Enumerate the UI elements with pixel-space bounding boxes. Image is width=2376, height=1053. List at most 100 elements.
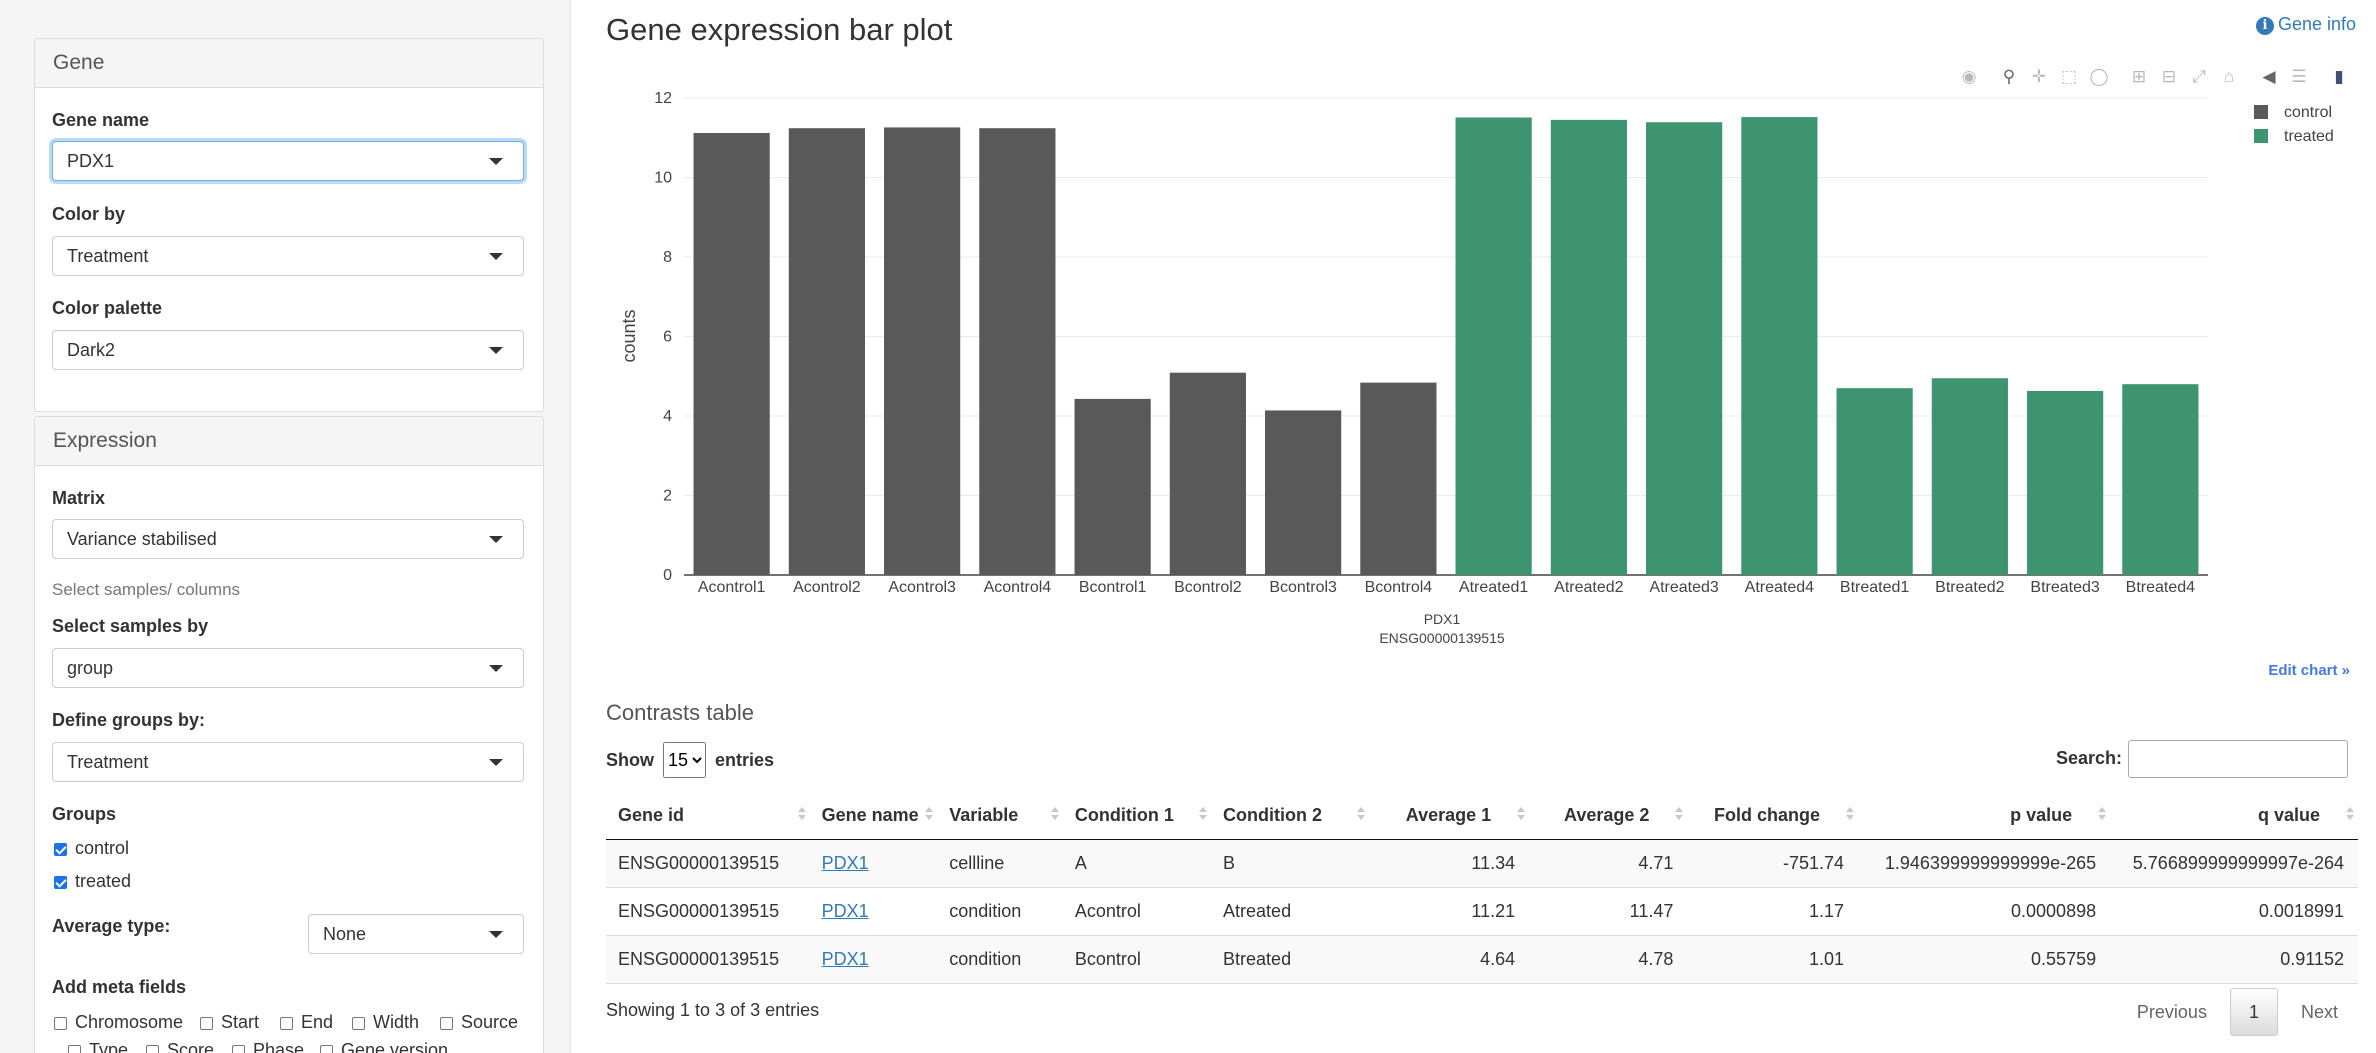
previous-button[interactable]: Previous	[2136, 1002, 2207, 1022]
pagination: Previous 1 Next	[2119, 988, 2356, 1036]
bar-Atreated3[interactable]	[1646, 122, 1723, 575]
gene-name-select[interactable]: PDX1	[52, 141, 524, 181]
x-tick-label: Acontrol3	[888, 579, 956, 596]
x-tick-label: Btreated3	[2030, 579, 2099, 596]
chart-legend[interactable]: control treated	[2254, 104, 2334, 145]
define-groups-value: Treatment	[67, 752, 149, 772]
y-tick-label: 2	[663, 488, 672, 505]
table-cell: B	[1211, 839, 1369, 888]
bar-Bcontrol1[interactable]	[1074, 398, 1151, 575]
column-header[interactable]: Condition 1	[1062, 791, 1212, 840]
meta-checkbox-end[interactable]: End	[280, 1012, 333, 1032]
expression-panel-heading: Expression	[35, 417, 543, 466]
checkbox-checked-icon[interactable]	[54, 843, 67, 856]
color-by-label: Color by	[52, 204, 126, 224]
y-axis-ticks: 0 2 4 6 8 10 12	[654, 90, 672, 584]
bar-Atreated1[interactable]	[1455, 117, 1532, 575]
bar-Atreated4[interactable]	[1741, 117, 1818, 575]
zoom-icon[interactable]: ⚲	[2002, 67, 2016, 86]
select-samples-by-select[interactable]: group	[52, 648, 524, 688]
meta-checkbox-chromosome[interactable]: Chromosome	[54, 1012, 183, 1032]
gene-name-value: PDX1	[67, 151, 115, 171]
meta-checkbox-type[interactable]: Type	[68, 1040, 128, 1053]
column-header[interactable]: Gene name	[809, 791, 938, 840]
bar-Acontrol1[interactable]	[693, 132, 770, 576]
column-header[interactable]: Variable	[937, 791, 1063, 840]
page-1-button[interactable]: 1	[2229, 988, 2278, 1036]
entries-length-select[interactable]: 15	[663, 742, 707, 778]
meta-checkbox-gene-version[interactable]: Gene version	[320, 1040, 448, 1053]
color-palette-select[interactable]: Dark2	[52, 330, 524, 370]
column-header[interactable]: Condition 2	[1211, 791, 1369, 840]
bar-Bcontrol3[interactable]	[1265, 410, 1342, 575]
column-header[interactable]: Fold change	[1687, 791, 1859, 840]
column-header[interactable]: q value	[2110, 791, 2358, 840]
meta-checkbox-source[interactable]: Source	[440, 1012, 518, 1032]
bar-Acontrol2[interactable]	[788, 128, 865, 575]
legend-label-control[interactable]: control	[2284, 104, 2332, 121]
zoom-in-icon[interactable]: ⊞	[2131, 67, 2147, 86]
pan-icon[interactable]: ✛	[2031, 67, 2047, 86]
info-icon: i	[2255, 17, 2274, 35]
meta-checkbox-score[interactable]: Score	[146, 1040, 214, 1053]
camera-icon[interactable]: ◉	[1961, 67, 1977, 86]
bar-Bcontrol2[interactable]	[1169, 372, 1246, 575]
next-button[interactable]: Next	[2300, 1002, 2338, 1022]
bar-Btreated4[interactable]	[2122, 384, 2199, 575]
box-select-icon[interactable]: ⬚	[2060, 67, 2078, 86]
gene-name-link[interactable]: PDX1	[821, 901, 869, 921]
bar-Atreated2[interactable]	[1550, 119, 1627, 576]
plotly-logo-icon[interactable]: ▮	[2334, 67, 2344, 86]
bar-Btreated3[interactable]	[2027, 390, 2104, 575]
search-input[interactable]	[2128, 740, 2348, 778]
column-header[interactable]: Average 1	[1368, 791, 1530, 840]
table-cell: PDX1	[809, 887, 938, 936]
meta-checkbox-phase[interactable]: Phase	[232, 1040, 304, 1053]
meta-checkbox-width[interactable]: Width	[352, 1012, 419, 1032]
group-checkbox-treated[interactable]: treated	[54, 871, 131, 891]
y-tick-label: 0	[663, 567, 672, 584]
color-by-select[interactable]: Treatment	[52, 236, 524, 276]
x-axis-label-line1: PDX1	[1424, 611, 1461, 627]
x-tick-label: Bcontrol4	[1365, 579, 1433, 596]
bar-Bcontrol4[interactable]	[1360, 382, 1437, 575]
meta-fields-label: Add meta fields	[52, 977, 187, 997]
x-tick-label: Bcontrol3	[1269, 579, 1337, 596]
edit-chart-link[interactable]: Edit chart »	[2268, 662, 2350, 679]
column-header[interactable]: Gene id	[606, 791, 810, 840]
x-axis-ticks: Acontrol1 Acontrol2 Acontrol3 Acontrol4 Bcon…	[698, 579, 2195, 596]
define-groups-select[interactable]: Treatment	[52, 742, 524, 782]
hover-closest-icon[interactable]: ◀	[2262, 67, 2276, 86]
table-cell: 0.55759	[1858, 935, 2111, 984]
lasso-select-icon[interactable]: ◯	[2089, 67, 2109, 86]
table-cell: ENSG00000139515	[606, 887, 810, 936]
zoom-out-icon[interactable]: ⊟	[2161, 67, 2177, 86]
reset-axes-icon[interactable]: ⌂	[2223, 67, 2235, 86]
average-type-select[interactable]: None	[308, 914, 524, 954]
autoscale-icon[interactable]: ⤢	[2192, 67, 2206, 86]
legend-swatch-control[interactable]	[2254, 105, 2268, 119]
column-header[interactable]: Average 2	[1529, 791, 1688, 840]
meta-checkbox-start[interactable]: Start	[200, 1012, 259, 1032]
bar-Btreated2[interactable]	[1931, 378, 2008, 575]
search-label: Search:	[2055, 747, 2122, 768]
bar-Acontrol4[interactable]	[979, 128, 1056, 575]
group-checkbox-control[interactable]: control	[54, 838, 129, 858]
legend-label-treated[interactable]: treated	[2284, 128, 2334, 145]
gene-name-link[interactable]: PDX1	[821, 853, 869, 873]
bar-Btreated1[interactable]	[1836, 388, 1913, 575]
table-cell: A	[1062, 839, 1212, 888]
y-tick-label: 8	[663, 249, 672, 266]
gene-name-link[interactable]: PDX1	[821, 949, 869, 969]
checkbox-checked-icon[interactable]	[54, 876, 67, 889]
matrix-label: Matrix	[52, 488, 106, 508]
gene-info-link[interactable]: i Gene info	[2255, 14, 2356, 35]
groups-label: Groups	[52, 804, 117, 824]
bar-Acontrol3[interactable]	[884, 127, 961, 575]
column-header[interactable]: p value	[1858, 791, 2111, 840]
table-cell: PDX1	[809, 935, 938, 984]
hover-compare-icon[interactable]: ☰	[2291, 67, 2307, 86]
matrix-select[interactable]: Variance stabilised	[52, 519, 524, 559]
legend-swatch-treated[interactable]	[2254, 129, 2268, 143]
